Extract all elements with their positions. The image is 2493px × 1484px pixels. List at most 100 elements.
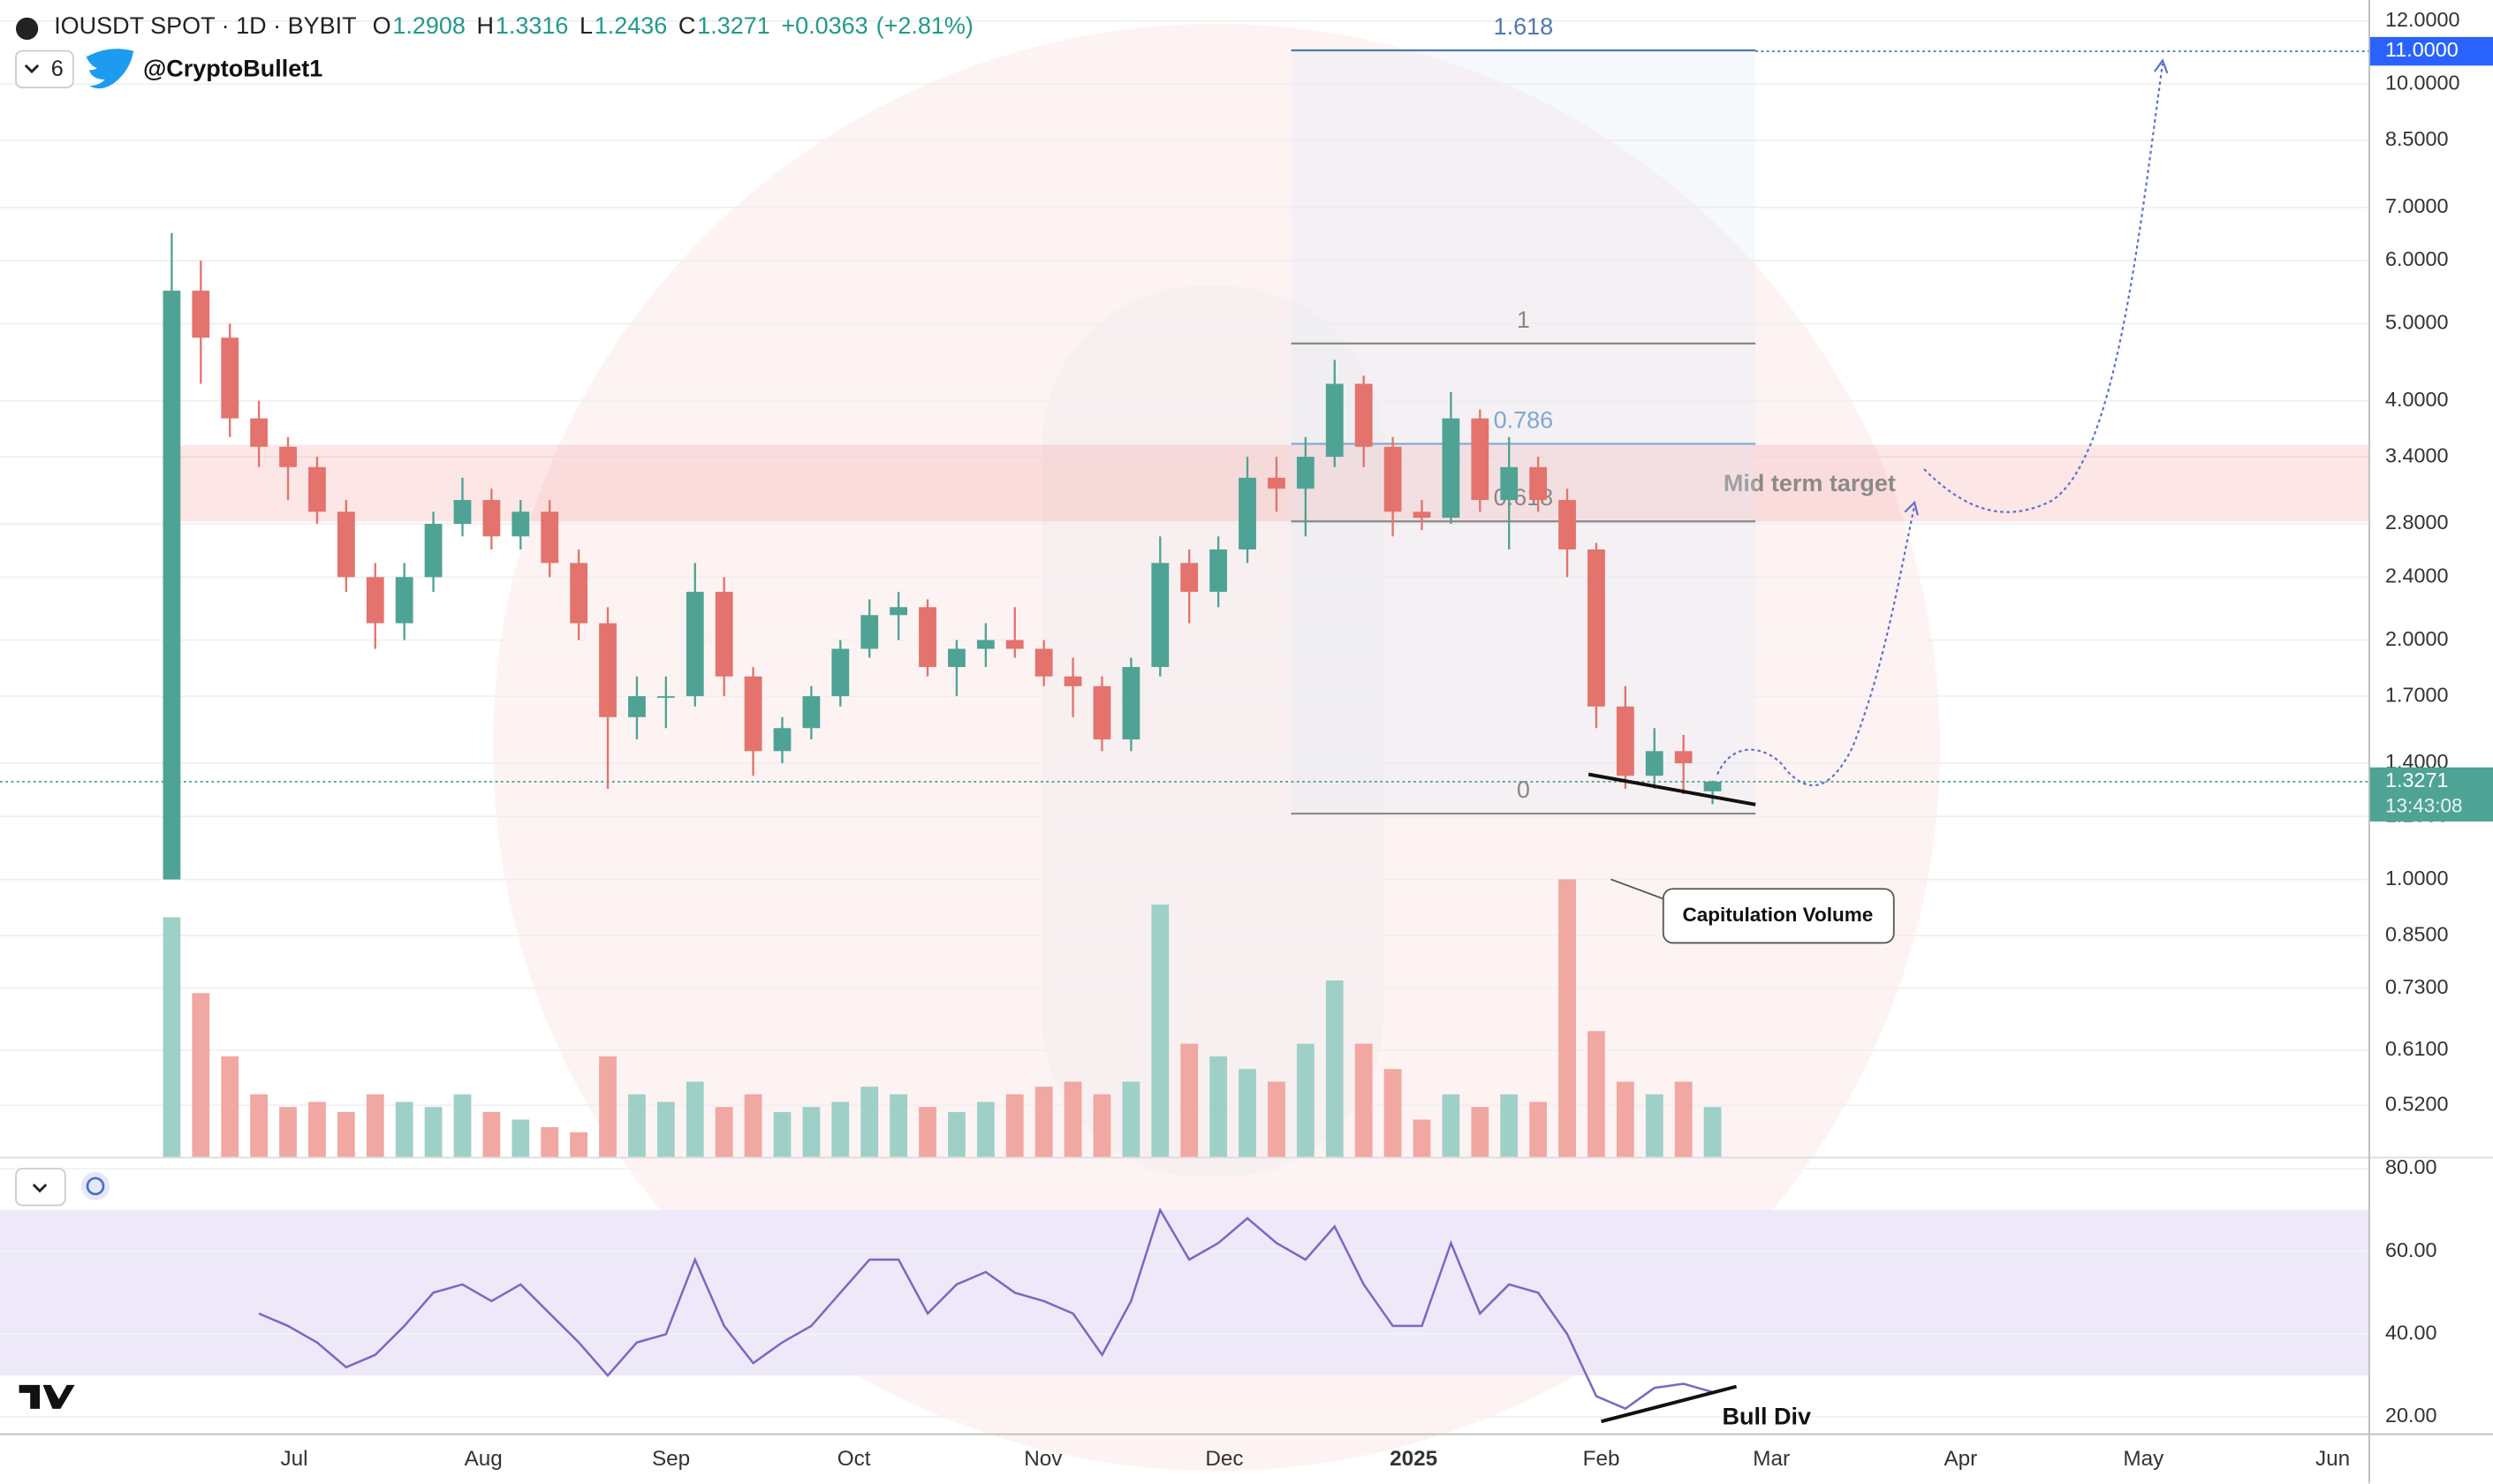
header-text: IOUSDT SPOT · 1D · BYBIT <box>54 12 356 39</box>
volume-bar <box>1529 1102 1548 1158</box>
projection-path <box>1923 63 2164 513</box>
y-tick-label: 10.0000 <box>2385 72 2460 95</box>
candle-body <box>541 511 559 564</box>
y-tick-label: 12.0000 <box>2385 8 2460 31</box>
fib-label: 1 <box>1517 307 1530 333</box>
candle-body <box>395 577 413 624</box>
candle-body <box>1209 549 1228 592</box>
candle-body <box>163 291 181 880</box>
volume-bar <box>1064 1081 1082 1158</box>
volume-bar <box>308 1102 326 1158</box>
volume-bar <box>337 1111 355 1158</box>
candle-body <box>715 591 733 677</box>
candle-body <box>1005 640 1024 649</box>
rsi-band <box>0 1209 2369 1376</box>
candle-body <box>1239 477 1256 550</box>
candle-body <box>221 337 239 419</box>
chevron-icon <box>24 64 40 74</box>
x-tick-label: Sep <box>652 1447 690 1471</box>
volume-bar <box>1471 1107 1489 1158</box>
volume-bar <box>948 1111 966 1158</box>
rsi-tick-label: 20.00 <box>2385 1404 2437 1427</box>
volume-bar <box>1151 905 1170 1158</box>
candle-body <box>773 728 792 752</box>
y-tick-label: 8.5000 <box>2385 127 2449 150</box>
candle-body <box>1587 549 1605 707</box>
x-tick-label: Jul <box>280 1447 307 1471</box>
x-tick-label: Apr <box>1944 1447 1977 1471</box>
watermark-shape <box>1041 286 1383 1177</box>
volume-bar <box>1413 1119 1431 1158</box>
candle-body <box>424 524 443 578</box>
header-text: 1.3316 <box>496 12 569 39</box>
header-text: +0.0363 <box>781 12 868 39</box>
candle-body <box>1093 685 1111 740</box>
fib-label: 1.618 <box>1494 13 1554 40</box>
candle-body <box>919 607 936 668</box>
volume-bar <box>192 993 210 1158</box>
volume-bar <box>395 1102 413 1158</box>
volume-bar <box>976 1102 995 1158</box>
indicator-toggle[interactable] <box>15 49 74 88</box>
candle-body <box>570 563 588 624</box>
volume-bar <box>482 1111 501 1158</box>
volume-bar <box>250 1094 269 1158</box>
volume-bar <box>919 1107 936 1158</box>
candle-body <box>948 648 966 668</box>
volume-bar <box>366 1094 384 1158</box>
volume-bar <box>860 1086 879 1158</box>
x-tick-label: 2025 <box>1390 1447 1437 1471</box>
candle-body <box>1558 500 1576 550</box>
candle-body <box>831 648 850 697</box>
y-tick-label: 5.0000 <box>2385 311 2449 334</box>
refresh-icon <box>86 1177 105 1196</box>
volume-bar <box>628 1094 646 1158</box>
candle-body <box>337 511 355 578</box>
header-text: H <box>477 12 495 39</box>
volume-bar <box>163 917 181 1158</box>
volume-bar <box>424 1107 443 1158</box>
candle-body <box>1471 418 1489 501</box>
x-tick-label: Feb <box>1583 1447 1620 1471</box>
volume-bar <box>1616 1081 1634 1158</box>
candle-body <box>976 640 995 649</box>
y-tick-label: 7.0000 <box>2385 194 2449 217</box>
candle-body <box>1151 563 1170 668</box>
volume-bar <box>1209 1056 1228 1158</box>
candle-body <box>192 291 210 338</box>
volume-bar <box>1005 1094 1024 1158</box>
volume-bar <box>1674 1081 1693 1158</box>
volume-bar <box>1645 1094 1663 1158</box>
candle-body <box>1529 466 1548 501</box>
volume-bar <box>511 1119 530 1158</box>
header-text: C <box>678 12 696 39</box>
callout-box <box>1662 888 1895 944</box>
marker-label: 11.0000 <box>2385 38 2459 61</box>
candle-body <box>250 418 269 447</box>
symbol-icon <box>15 17 39 41</box>
header-text: 1.2908 <box>392 12 466 39</box>
arrow-head <box>1904 500 1919 516</box>
header-text: 1.2436 <box>595 12 668 39</box>
candle-body <box>482 500 501 537</box>
volume-bar <box>1122 1081 1140 1158</box>
indicator-count: 6 <box>51 57 64 81</box>
volume-bar <box>570 1132 588 1158</box>
volume-bar <box>279 1107 297 1158</box>
volume-bar <box>1500 1094 1519 1158</box>
x-tick-label: Jun <box>2315 1447 2350 1471</box>
candle-body <box>308 466 326 512</box>
volume-bar <box>802 1107 821 1158</box>
rsi-toggle[interactable] <box>15 1168 66 1207</box>
candle-body <box>1325 383 1344 458</box>
candle-body <box>628 696 646 717</box>
candle-body <box>453 500 472 525</box>
volume-bar <box>656 1102 675 1158</box>
refresh-button[interactable] <box>80 1171 110 1201</box>
volume-bar <box>453 1094 472 1158</box>
candle-body <box>599 623 617 717</box>
rsi-tick-label: 40.00 <box>2385 1321 2437 1344</box>
zone-label: Mid term target <box>1724 470 1896 496</box>
x-tick-label: Mar <box>1753 1447 1790 1471</box>
